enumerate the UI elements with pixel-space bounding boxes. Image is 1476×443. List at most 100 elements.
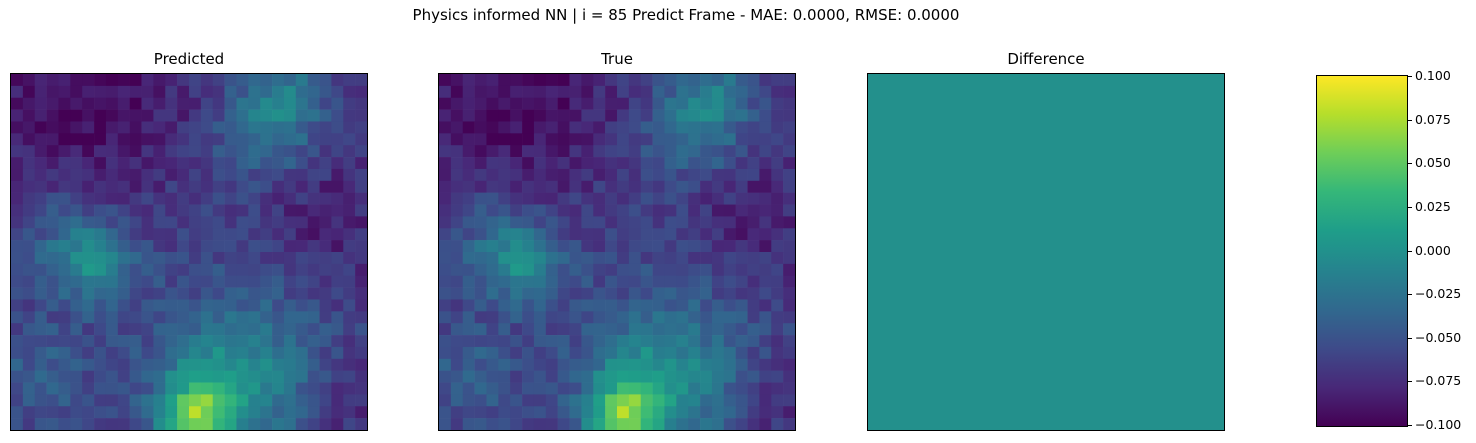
true-cell (522, 252, 535, 265)
true-cell (640, 418, 653, 430)
true-cell (711, 275, 725, 288)
predicted-cell (224, 85, 237, 99)
predicted-cell (248, 335, 261, 348)
predicted-cell (236, 335, 249, 348)
predicted-cell (141, 145, 154, 158)
predicted-cell (343, 370, 356, 383)
true-cell (569, 216, 582, 229)
true-cell (557, 121, 570, 134)
predicted-cell (343, 335, 356, 348)
true-cell (581, 335, 594, 348)
predicted-cell (331, 335, 344, 348)
predicted-cell (105, 287, 119, 300)
true-cell (462, 168, 475, 182)
predicted-cell (177, 180, 190, 193)
true-cell (771, 216, 784, 229)
true-cell (688, 216, 701, 229)
true-cell (522, 168, 535, 182)
predicted-cell (283, 287, 297, 300)
predicted-cell (82, 299, 95, 312)
predicted-cell (22, 323, 36, 336)
true-cell (783, 145, 795, 158)
predicted-cell (200, 97, 214, 110)
predicted-cell (295, 97, 308, 110)
predicted-cell (153, 252, 166, 265)
predicted-cell (22, 180, 36, 193)
predicted-cell (34, 74, 47, 87)
true-cell (450, 418, 464, 430)
true-cell (593, 394, 606, 407)
predicted-cell (212, 240, 225, 253)
true-cell (735, 145, 748, 158)
true-cell (676, 121, 689, 134)
colorbar (1316, 75, 1408, 427)
true-cell (450, 168, 464, 182)
predicted-cell (212, 323, 225, 336)
true-cell (533, 180, 547, 193)
true-cell (439, 74, 452, 87)
predicted-cell (236, 263, 249, 277)
predicted-cell (177, 311, 190, 324)
true-cell (439, 263, 452, 277)
true-cell (723, 228, 736, 241)
predicted-cell (248, 204, 261, 217)
predicted-cell (11, 85, 24, 99)
true-cell (593, 85, 606, 99)
true-cell (771, 358, 784, 371)
true-cell (747, 180, 760, 193)
true-cell (783, 394, 795, 407)
predicted-cell (141, 358, 154, 371)
true-cell (783, 74, 795, 87)
predicted-cell (200, 418, 214, 430)
true-cell (676, 346, 689, 360)
predicted-cell (224, 346, 237, 360)
predicted-cell (189, 180, 202, 193)
predicted-cell (58, 275, 71, 288)
predicted-cell (283, 228, 297, 241)
predicted-cell (355, 97, 367, 110)
true-cell (711, 335, 725, 348)
true-cell (593, 97, 606, 110)
predicted-cell (272, 74, 285, 87)
predicted-cell (46, 406, 59, 419)
true-cell (783, 168, 795, 182)
true-cell (569, 97, 582, 110)
predicted-cell (319, 346, 332, 360)
predicted-cell (46, 418, 59, 430)
true-cell (759, 346, 772, 360)
true-cell (652, 370, 665, 383)
true-cell (676, 275, 689, 288)
predicted-cell (331, 85, 344, 99)
true-cell (581, 311, 594, 324)
true-cell (462, 97, 475, 110)
predicted-cell (11, 145, 24, 158)
predicted-cell (177, 263, 190, 277)
true-cell (783, 406, 795, 419)
predicted-cell (11, 394, 24, 407)
predicted-cell (117, 358, 130, 371)
predicted-cell (343, 192, 356, 205)
predicted-cell (343, 382, 356, 395)
true-cell (605, 180, 618, 193)
true-cell (605, 418, 618, 430)
predicted-cell (165, 133, 178, 146)
true-cell (605, 121, 618, 134)
predicted-cell (283, 335, 297, 348)
predicted-cell (82, 394, 95, 407)
true-cell (522, 382, 535, 395)
predicted-cell (260, 192, 273, 205)
predicted-cell (22, 358, 36, 371)
true-cell (640, 74, 653, 87)
true-cell (605, 228, 618, 241)
true-cell (700, 418, 713, 430)
true-cell (640, 109, 653, 122)
true-cell (439, 133, 452, 146)
predicted-cell (141, 180, 154, 193)
predicted-cell (34, 263, 47, 277)
predicted-cell (94, 275, 107, 288)
predicted-cell (272, 121, 285, 134)
true-cell (605, 157, 618, 170)
predicted-cell (212, 216, 225, 229)
predicted-cell (153, 168, 166, 182)
predicted-cell (307, 228, 320, 241)
